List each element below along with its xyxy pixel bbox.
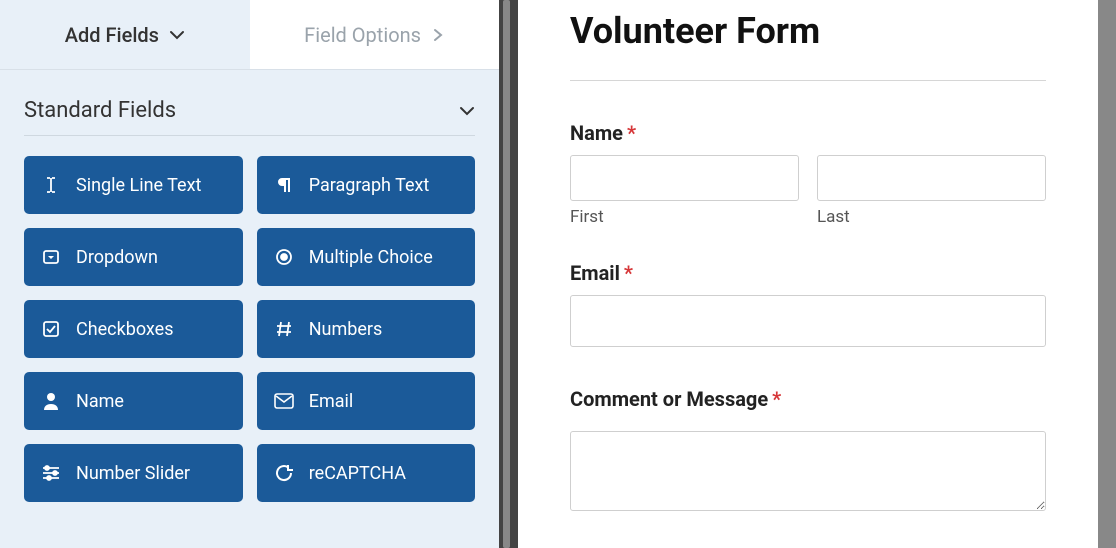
chevron-right-icon bbox=[431, 28, 445, 42]
sliders-icon bbox=[40, 462, 62, 484]
envelope-icon bbox=[273, 390, 295, 412]
last-name-input[interactable] bbox=[817, 155, 1046, 201]
paragraph-icon bbox=[273, 174, 295, 196]
divider bbox=[24, 135, 475, 136]
required-asterisk: * bbox=[624, 261, 633, 285]
name-label: Name* bbox=[570, 121, 1046, 145]
field-label: Dropdown bbox=[76, 247, 158, 268]
label-text: Comment or Message bbox=[570, 387, 768, 411]
tab-add-fields[interactable]: Add Fields bbox=[0, 0, 250, 69]
panel-divider[interactable] bbox=[499, 0, 518, 548]
field-label: Multiple Choice bbox=[309, 247, 433, 268]
hash-icon bbox=[273, 318, 295, 340]
field-checkboxes[interactable]: Checkboxes bbox=[24, 300, 243, 358]
first-sublabel: First bbox=[570, 207, 799, 227]
fields-grid: Single Line Text Paragraph Text Dropdown… bbox=[0, 156, 499, 502]
form-title: Volunteer Form bbox=[570, 10, 1046, 52]
chevron-down-icon bbox=[459, 103, 475, 119]
required-asterisk: * bbox=[627, 121, 636, 145]
email-input[interactable] bbox=[570, 295, 1046, 347]
radio-icon bbox=[273, 246, 295, 268]
field-label: Paragraph Text bbox=[309, 175, 430, 196]
field-label: Single Line Text bbox=[76, 175, 201, 196]
chevron-down-icon bbox=[169, 27, 185, 43]
comment-textarea[interactable] bbox=[570, 431, 1046, 511]
comment-label: Comment or Message* bbox=[570, 387, 1046, 411]
required-asterisk: * bbox=[772, 387, 781, 411]
field-label: Numbers bbox=[309, 319, 383, 340]
field-label: reCAPTCHA bbox=[309, 463, 406, 484]
field-dropdown[interactable]: Dropdown bbox=[24, 228, 243, 286]
field-multiple-choice[interactable]: Multiple Choice bbox=[257, 228, 476, 286]
form-preview: Volunteer Form Name* First Last Email* C… bbox=[518, 0, 1098, 548]
last-sublabel: Last bbox=[817, 207, 1046, 227]
field-label: Name bbox=[76, 391, 124, 412]
left-panel: Add Fields Field Options Standard Fields… bbox=[0, 0, 499, 548]
text-cursor-icon bbox=[40, 174, 62, 196]
email-label: Email* bbox=[570, 261, 1046, 285]
recaptcha-icon bbox=[273, 462, 295, 484]
first-name-input[interactable] bbox=[570, 155, 799, 201]
tab-field-options-label: Field Options bbox=[304, 23, 421, 47]
divider bbox=[570, 80, 1046, 81]
field-single-line-text[interactable]: Single Line Text bbox=[24, 156, 243, 214]
field-paragraph-text[interactable]: Paragraph Text bbox=[257, 156, 476, 214]
field-recaptcha[interactable]: reCAPTCHA bbox=[257, 444, 476, 502]
label-text: Email bbox=[570, 261, 620, 285]
scrollbar[interactable] bbox=[1098, 0, 1116, 548]
field-name[interactable]: Name bbox=[24, 372, 243, 430]
section-header-standard-fields[interactable]: Standard Fields bbox=[0, 70, 499, 135]
section-title: Standard Fields bbox=[24, 98, 176, 123]
field-label: Checkboxes bbox=[76, 319, 174, 340]
label-text: Name bbox=[570, 121, 623, 145]
person-icon bbox=[40, 390, 62, 412]
field-label: Email bbox=[309, 391, 354, 412]
checkbox-icon bbox=[40, 318, 62, 340]
right-wrap: Volunteer Form Name* First Last Email* C… bbox=[518, 0, 1116, 548]
field-label: Number Slider bbox=[76, 463, 190, 484]
dropdown-icon bbox=[40, 246, 62, 268]
field-number-slider[interactable]: Number Slider bbox=[24, 444, 243, 502]
field-email[interactable]: Email bbox=[257, 372, 476, 430]
tab-add-fields-label: Add Fields bbox=[65, 23, 159, 47]
tab-field-options[interactable]: Field Options bbox=[250, 0, 500, 69]
tabs: Add Fields Field Options bbox=[0, 0, 499, 70]
field-numbers[interactable]: Numbers bbox=[257, 300, 476, 358]
